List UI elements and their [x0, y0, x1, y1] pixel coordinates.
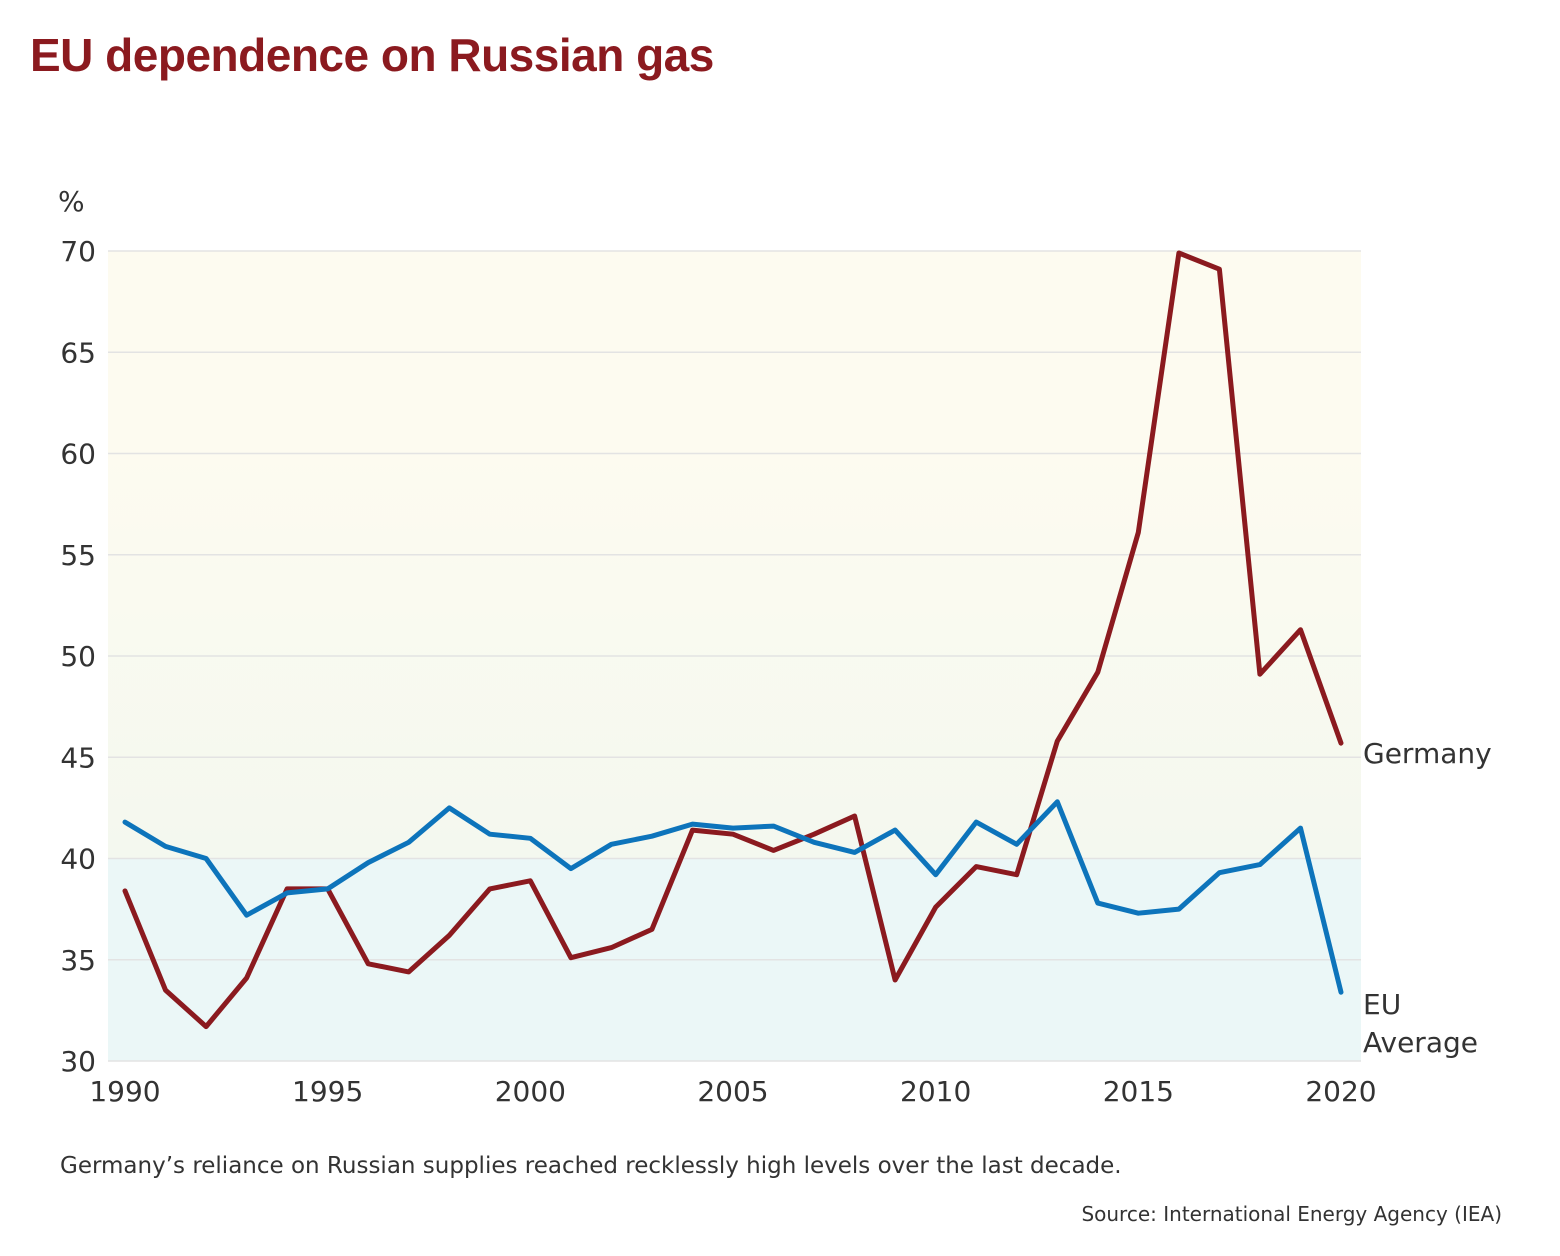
- x-tick-label: 2000: [495, 1075, 566, 1108]
- y-tick-label: 70: [60, 235, 96, 268]
- y-tick-label: 55: [60, 539, 96, 572]
- eu-average-series-label: EU Average: [1363, 988, 1478, 1059]
- germany-series-label: Germany: [1363, 737, 1492, 770]
- y-tick-label: 30: [60, 1045, 96, 1078]
- y-tick-label: 60: [60, 438, 96, 471]
- source-note: Source: International Energy Agency (IEA…: [1081, 1202, 1502, 1226]
- x-tick-label: 1990: [89, 1075, 160, 1108]
- y-tick-label: 45: [60, 741, 96, 774]
- y-tick-label: 65: [60, 336, 96, 369]
- y-tick-label: 50: [60, 640, 96, 673]
- x-tick-label: 2010: [900, 1075, 971, 1108]
- x-tick-label: 2015: [1103, 1075, 1174, 1108]
- x-tick-label: 2020: [1305, 1075, 1376, 1108]
- chart-caption: Germany’s reliance on Russian supplies r…: [60, 1153, 1122, 1179]
- eu-average-series-line: [122, 799, 1344, 995]
- x-axis-ticks: 1990 1995 2000 2005 2010 2015 2020: [89, 1075, 1376, 1108]
- series-lines: [122, 250, 1344, 1030]
- y-axis-ticks: 30 35 40 45 50 55 60 65 70: [60, 235, 96, 1078]
- x-tick-label: 1995: [292, 1075, 363, 1108]
- x-tick-label: 2005: [697, 1075, 768, 1108]
- y-tick-label: 35: [60, 944, 96, 977]
- y-axis-unit-label: %: [58, 185, 85, 218]
- y-tick-label: 40: [60, 843, 96, 876]
- series-labels: Germany EU Average: [1363, 737, 1492, 1059]
- chart-title: EU dependence on Russian gas: [30, 29, 714, 81]
